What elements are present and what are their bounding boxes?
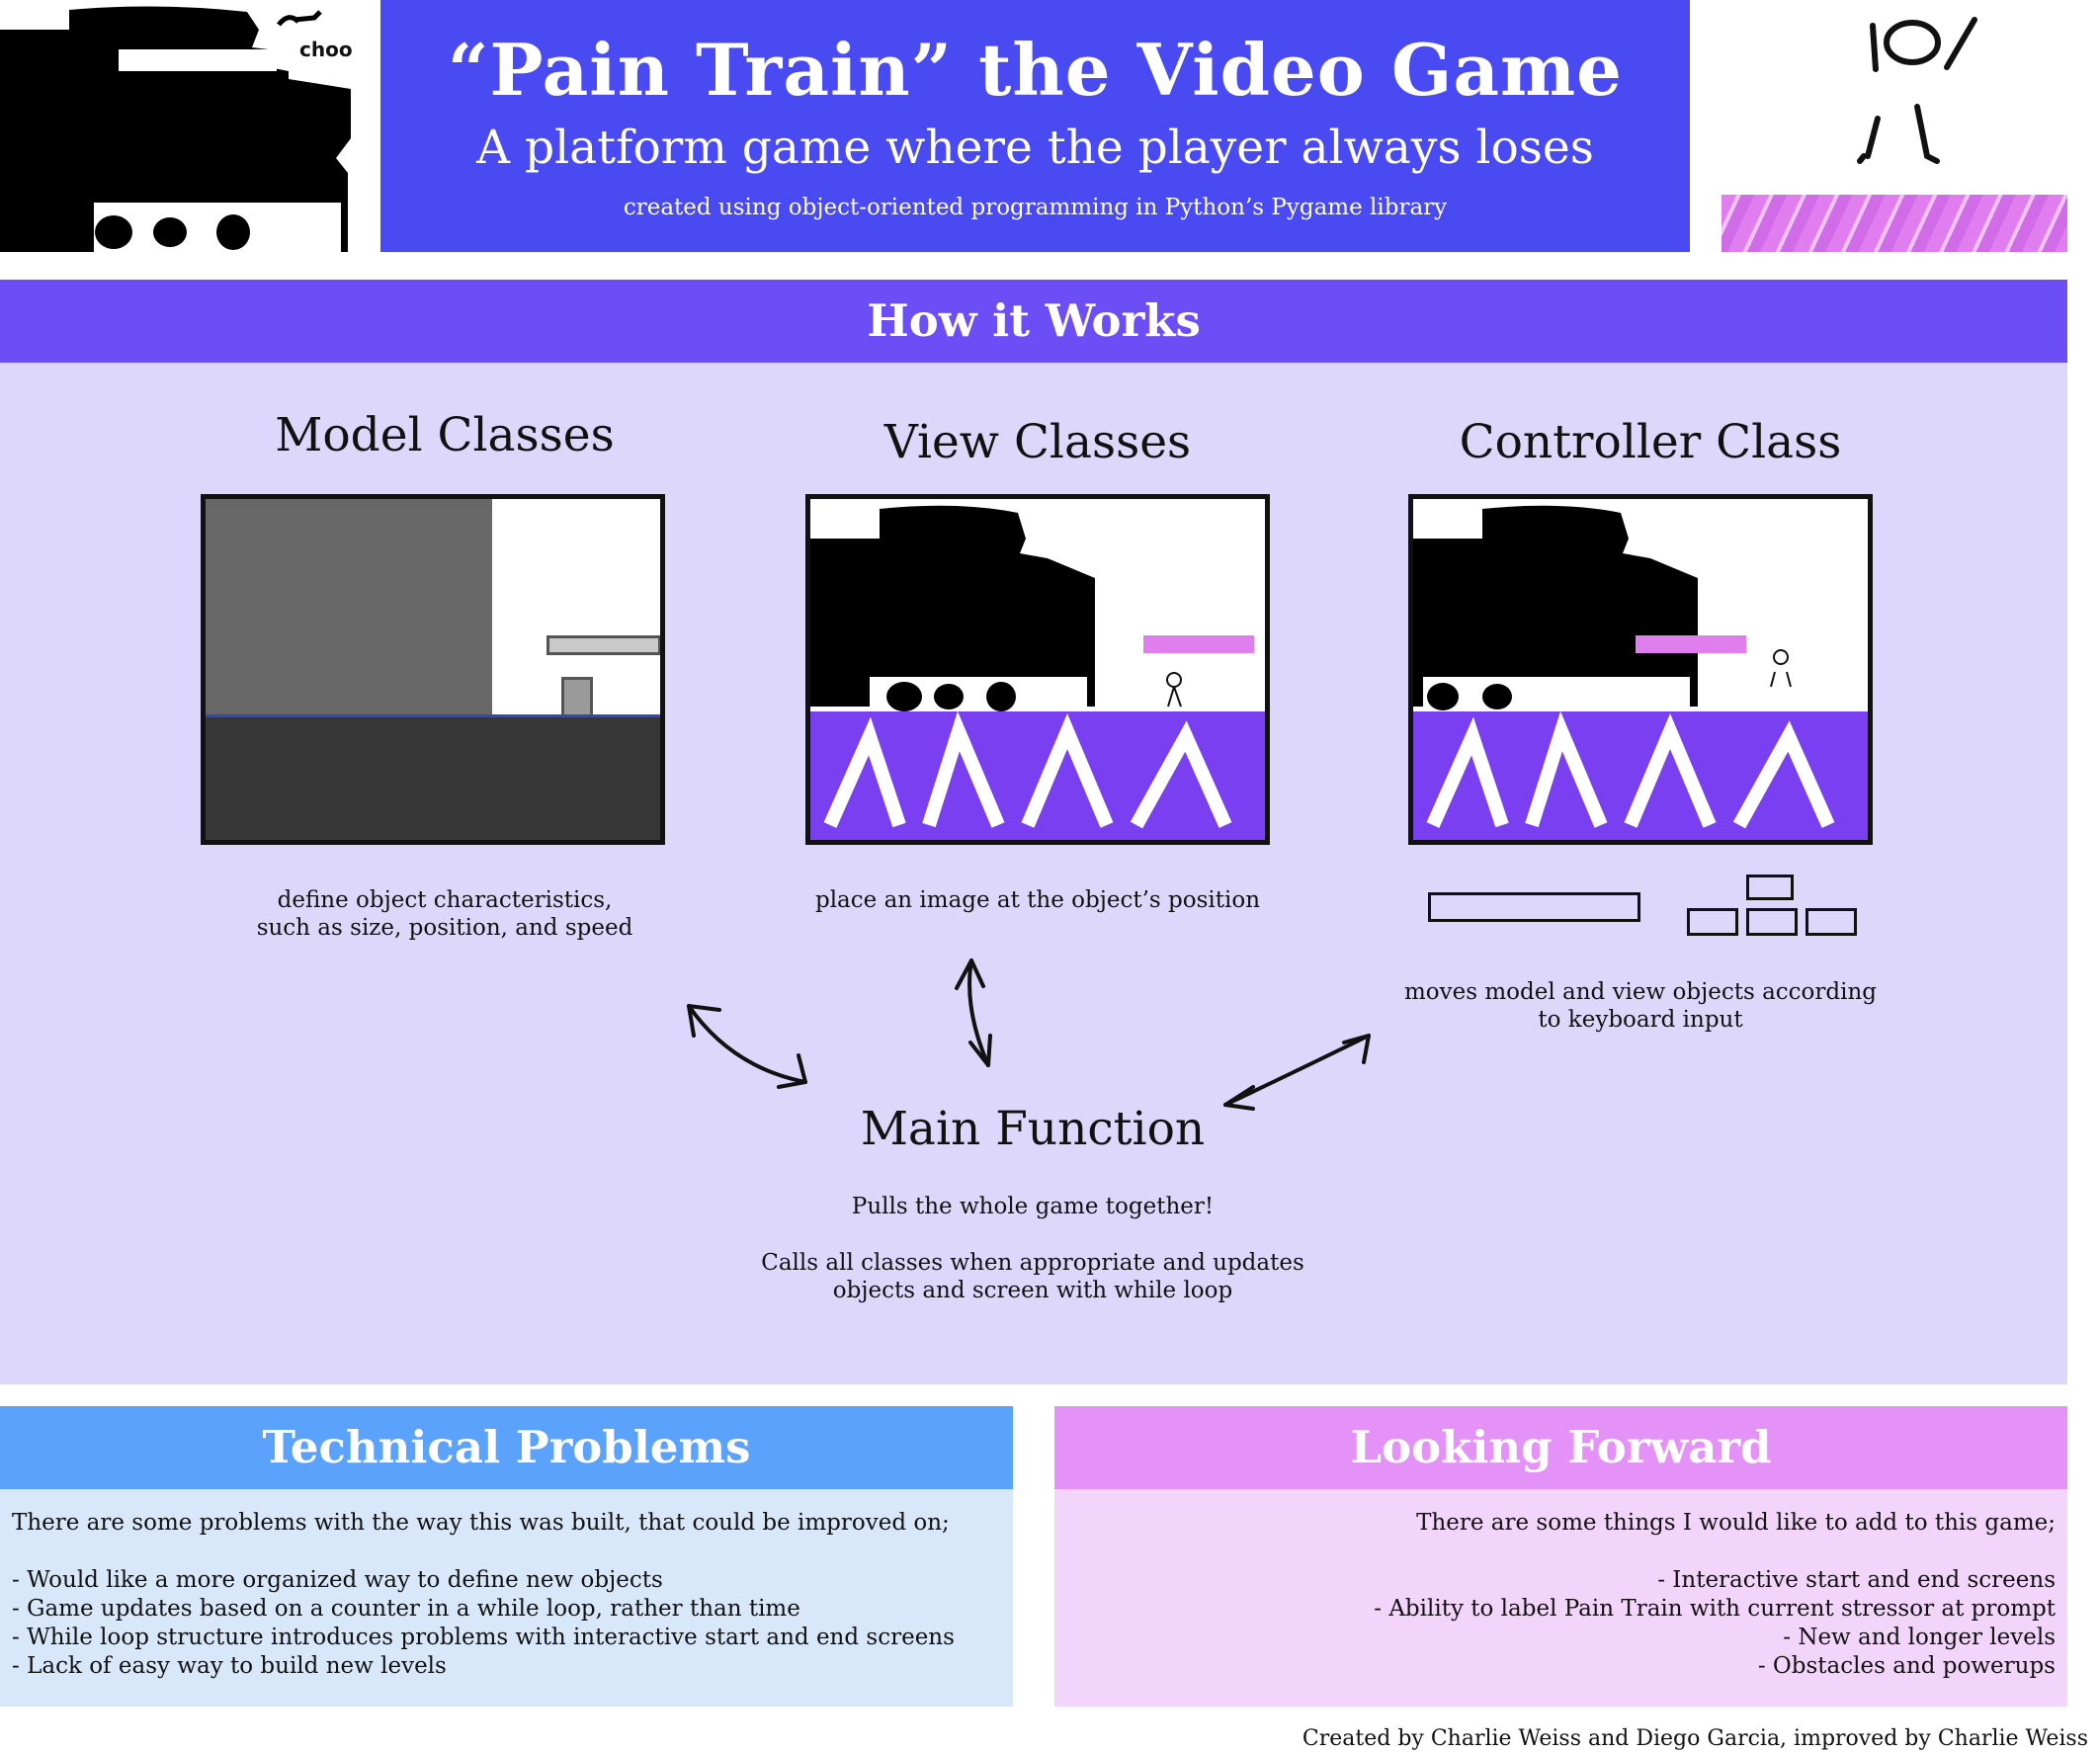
pink-platform (1722, 195, 2067, 252)
list-item: - While loop structure introduces proble… (12, 1625, 955, 1650)
view-classes-screenshot (805, 494, 1270, 845)
list-item: - Interactive start and end screens (1657, 1567, 2056, 1593)
stick-figure-icon (1857, 17, 1977, 164)
list-item: - Would like a more organized way to def… (12, 1567, 663, 1593)
page-subtitle: A platform game where the player always … (476, 121, 1594, 175)
player-figure (1838, 8, 1996, 176)
spacebar-key-icon (1428, 892, 1640, 922)
view-desc-text: place an image at the object’s position (814, 887, 1261, 913)
list-item: - Game updates based on a counter in a w… (12, 1596, 800, 1622)
arrow-keys-icon (1685, 875, 1863, 939)
looking-forward-panel: There are some things I would like to ad… (1054, 1489, 2067, 1707)
model-classes-description: define object characteristics, such as s… (198, 886, 692, 942)
section-header-how-it-works: How it Works (0, 280, 2067, 363)
view-classes-title: View Classes (883, 415, 1192, 469)
controller-class-title: Controller Class (1459, 415, 1842, 469)
list-item: - Obstacles and powerups (1757, 1653, 2056, 1679)
page-title: “Pain Train” the Video Game (448, 28, 1623, 112)
list-item: - Ability to label Pain Train with curre… (1374, 1596, 2056, 1622)
controller-class-description: moves model and view objects according t… (1384, 978, 1897, 1034)
game-scene-icon (1413, 505, 1868, 840)
controller-desc-text: moves model and view objects according t… (1403, 979, 1878, 1033)
model-classes-diagram (201, 494, 665, 845)
model-train-block (206, 499, 492, 716)
main-function-line2-text: Calls all classes when appropriate and u… (761, 1250, 1304, 1303)
credit-line: Created by Charlie Weiss and Diego Garci… (1302, 1726, 2088, 1751)
model-desc-text: define object characteristics, such as s… (256, 887, 633, 941)
double-arrow-icon (1223, 1034, 1371, 1111)
list-item: - New and longer levels (1783, 1625, 2056, 1650)
section-header-technical-problems: Technical Problems (0, 1406, 1013, 1489)
model-ground-block (206, 714, 660, 840)
technical-problems-panel: There are some problems with the way thi… (0, 1489, 1013, 1707)
train-logo-text: choo (299, 38, 353, 61)
train-icon (0, 6, 351, 253)
technical-problems-intro: There are some problems with the way thi… (12, 1510, 950, 1536)
title-banner: “Pain Train” the Video Game A platform g… (380, 0, 1690, 252)
view-classes-description: place an image at the object’s position (791, 886, 1285, 914)
double-arrow-icon (687, 1004, 807, 1089)
double-arrow-icon (955, 959, 992, 1067)
game-scene-icon (810, 505, 1265, 840)
train-logo: choo (0, 0, 361, 253)
main-function-line2: Calls all classes when appropriate and u… (736, 1249, 1329, 1304)
looking-forward-intro: There are some things I would like to ad… (1416, 1510, 2056, 1536)
controller-class-screenshot (1408, 494, 1873, 845)
model-classes-title: Model Classes (275, 408, 615, 462)
list-item: - Lack of easy way to build new levels (12, 1653, 447, 1679)
main-function-line1: Pulls the whole game together! (851, 1194, 1215, 1219)
section-header-looking-forward: Looking Forward (1054, 1406, 2067, 1489)
model-platform-block (546, 635, 660, 655)
main-function-title: Main Function (860, 1102, 1206, 1156)
page-tagline: created using object-oriented programmin… (623, 195, 1448, 220)
